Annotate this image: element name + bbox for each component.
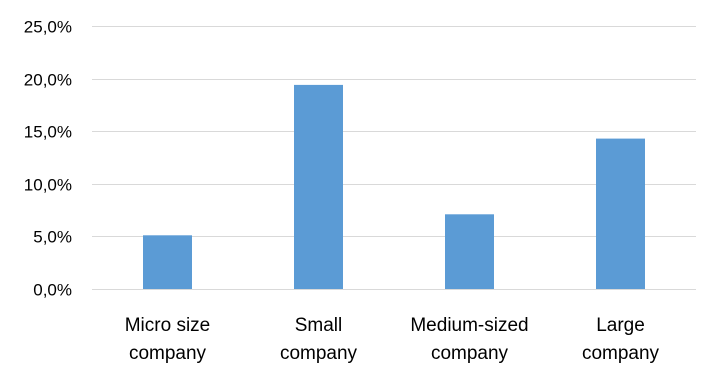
y-tick-label: 15,0%	[24, 123, 72, 142]
x-category-label: Medium-sized company	[410, 315, 528, 364]
x-category-label: Micro size company	[125, 315, 211, 364]
x-category-label-line: company	[582, 343, 660, 364]
y-axis-tick-labels: 0,0% 5,0% 10,0% 15,0% 20,0% 25,0%	[24, 18, 72, 300]
x-category-label: Large company	[582, 315, 660, 364]
y-tick-label: 10,0%	[24, 176, 72, 195]
x-category-label-line: company	[431, 343, 509, 364]
x-category-label-line: Small	[295, 315, 343, 336]
x-category-label-line: company	[129, 343, 207, 364]
x-category-label-line: Large	[596, 315, 645, 336]
gridlines	[92, 26, 696, 290]
y-tick-label: 25,0%	[24, 18, 72, 37]
bar	[143, 235, 192, 289]
y-tick-label: 5,0%	[33, 228, 72, 247]
x-category-label-line: Medium-sized	[410, 315, 528, 336]
bar	[445, 214, 494, 289]
x-category-label: Small company	[280, 315, 358, 364]
bars	[143, 84, 645, 290]
x-category-label-line: Micro size	[125, 315, 211, 336]
bar	[294, 84, 343, 290]
y-tick-label: 0,0%	[33, 281, 72, 300]
x-category-label-line: company	[280, 343, 358, 364]
bar	[596, 138, 645, 289]
y-tick-label: 20,0%	[24, 71, 72, 90]
